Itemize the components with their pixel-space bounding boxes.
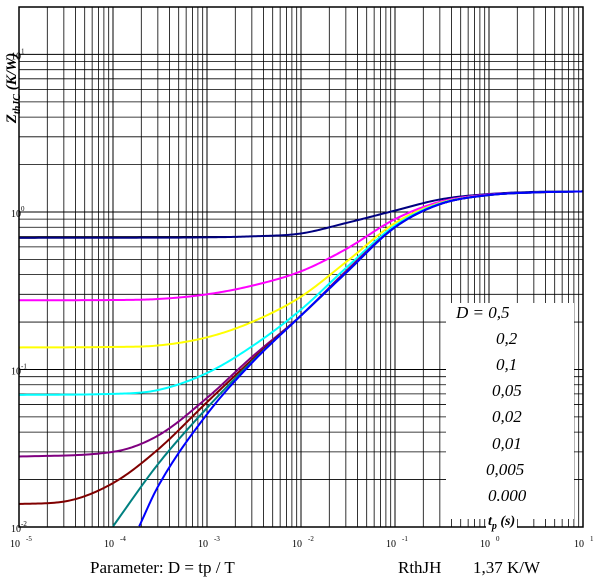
- legend-item-d05: D = 0,5: [456, 303, 510, 322]
- y-tick-label: 10: [11, 524, 21, 535]
- x-tick-label: 10: [104, 539, 114, 550]
- legend-item-d01: 0,1: [496, 355, 518, 374]
- x-tick-label: 10: [292, 539, 302, 550]
- x-tick-label: 10: [10, 539, 20, 550]
- y-axis-label-unit: (K/W): [4, 52, 20, 95]
- x-tick-label: 10: [198, 539, 208, 550]
- footer-rth-label: RthJH: [398, 558, 442, 577]
- legend-item-d001: 0,01: [492, 434, 522, 453]
- x-axis-label-unit: (s): [496, 514, 516, 529]
- x-tick-exponent: -3: [214, 535, 220, 543]
- legend-item-d0005: 0,005: [486, 460, 525, 479]
- x-tick-exponent: -1: [402, 535, 408, 543]
- x-tick-label: 10: [386, 539, 396, 550]
- x-tick-label: 10: [480, 539, 490, 550]
- x-tick-exponent: -4: [120, 535, 126, 543]
- x-tick-exponent: 1: [590, 535, 594, 543]
- y-axis-label: ZthJC (K/W): [4, 38, 23, 138]
- legend: D = 0,5 0,2 0,1 0,05 0,02 0,01 0,005 0.0…: [446, 303, 574, 519]
- series-lines: [19, 190, 583, 527]
- y-axis-label-main: Z: [4, 114, 20, 124]
- legend-item-d002: 0,02: [492, 407, 522, 426]
- footer-rth-value: 1,37 K/W: [473, 558, 541, 577]
- y-tick-label: 10: [11, 366, 21, 377]
- x-tick-labels: 10 -5 10 -4 10 -3 10 -2 10 -1 10 0 10 1: [10, 535, 594, 550]
- series-line-D-0: [138, 190, 583, 527]
- x-tick-exponent: -5: [26, 535, 32, 543]
- plot-frame: [18, 6, 584, 528]
- x-tick-exponent: -2: [308, 535, 314, 543]
- x-axis-label-main: t: [488, 514, 492, 529]
- x-tick-label: 10: [574, 539, 584, 550]
- x-tick-exponent: 0: [496, 535, 500, 543]
- y-tick-label: 10: [11, 209, 21, 220]
- legend-item-d02: 0,2: [496, 329, 518, 348]
- legend-item-d005: 0,05: [492, 381, 522, 400]
- footer-parameter: Parameter: D = tp / T: [90, 558, 235, 577]
- x-axis-label: tp (s): [486, 514, 518, 532]
- y-tick-label: 10: [11, 51, 21, 62]
- x-axis-label-sub: p: [491, 520, 497, 532]
- y-tick-exponent: 1: [21, 47, 25, 55]
- legend-item-d0: 0.000: [488, 486, 527, 505]
- y-tick-exponent: -2: [21, 520, 27, 528]
- y-tick-exponent: 0: [21, 205, 25, 213]
- y-tick-exponent: -1: [21, 362, 27, 370]
- y-axis-label-sub: thJC: [12, 94, 23, 115]
